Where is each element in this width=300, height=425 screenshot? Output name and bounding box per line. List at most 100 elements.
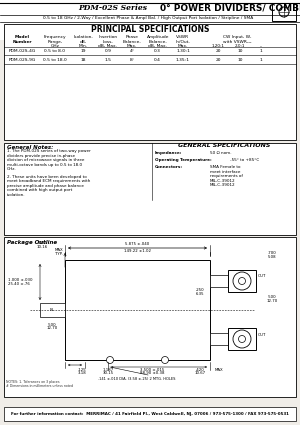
Text: PDM-02S-9G: PDM-02S-9G [8, 57, 36, 62]
Text: OUT: OUT [258, 274, 266, 278]
Text: .500: .500 [268, 295, 276, 299]
Text: 20: 20 [215, 49, 221, 53]
Text: 0.5 to 18.0: 0.5 to 18.0 [43, 57, 67, 62]
Text: 1: 1 [260, 57, 262, 62]
Text: MAX: MAX [215, 368, 224, 372]
Text: 8°: 8° [130, 57, 134, 62]
Circle shape [161, 357, 169, 363]
Bar [228, 328, 256, 350]
Text: 0.3: 0.3 [154, 49, 160, 53]
Text: PDM-02S Series: PDM-02S Series [78, 4, 147, 12]
Text: 12.70: 12.70 [266, 299, 278, 303]
Text: Insertion
Loss,
dB, Max.: Insertion Loss, dB, Max. [98, 35, 118, 48]
Circle shape [238, 335, 245, 343]
Text: Isolation,
dB,
Min.: Isolation, dB, Min. [73, 35, 93, 48]
Text: # Dimensions in millimeters unless noted: # Dimensions in millimeters unless noted [6, 384, 73, 388]
Text: -55° to +85°C: -55° to +85°C [230, 158, 259, 162]
Text: 0.5 to 8.0: 0.5 to 8.0 [44, 49, 65, 53]
Text: 10: 10 [237, 57, 243, 62]
Text: 149.22 ±1.02: 149.22 ±1.02 [124, 249, 151, 253]
Text: Package Outline: Package Outline [7, 240, 57, 245]
Text: 1. The PDM-02S series of two-way power: 1. The PDM-02S series of two-way power [7, 149, 91, 153]
Text: OUT: OUT [258, 333, 266, 337]
Text: 1.35:1: 1.35:1 [176, 57, 190, 62]
Text: Phase
Balance,
Max.: Phase Balance, Max. [123, 35, 141, 48]
Text: .250: .250 [196, 288, 204, 292]
Text: CW Input, W,
with VSWRₒᵤₜ: CW Input, W, with VSWRₒᵤₜ [223, 35, 251, 44]
Text: .700: .700 [268, 251, 276, 255]
Text: 1.000 ±.030: 1.000 ±.030 [8, 278, 32, 282]
Text: General Notes:: General Notes: [7, 145, 53, 150]
Bar [272, 3, 296, 21]
Text: 88.90 ±0.38: 88.90 ±0.38 [140, 371, 164, 375]
Text: MIL-C-39012: MIL-C-39012 [210, 183, 236, 187]
Text: 19: 19 [80, 49, 86, 53]
Text: Connectors:: Connectors: [155, 165, 183, 169]
Bar [210, 275, 228, 287]
Text: VSWR
In/Out,
Max.: VSWR In/Out, Max. [176, 35, 190, 48]
Text: 0.4: 0.4 [154, 57, 160, 62]
Bar [4, 143, 296, 235]
Text: 1: 1 [260, 49, 262, 53]
Text: 10.16: 10.16 [36, 245, 48, 249]
Bar [40, 303, 65, 317]
Text: .500: .500 [48, 323, 56, 327]
Circle shape [238, 278, 245, 284]
Text: combined with high output port: combined with high output port [7, 188, 72, 192]
Text: 1.5: 1.5 [104, 57, 112, 62]
Text: PDM-02S-4G: PDM-02S-4G [8, 49, 36, 53]
Text: 18: 18 [80, 57, 86, 62]
Text: --: -- [260, 44, 262, 48]
Text: 5.08: 5.08 [268, 255, 276, 259]
Bar [65, 260, 210, 360]
Text: 6.35: 6.35 [196, 292, 204, 296]
Text: 20: 20 [215, 57, 221, 62]
Text: meet interface: meet interface [210, 170, 240, 173]
Circle shape [233, 272, 251, 290]
Text: IN: IN [50, 308, 54, 312]
Bar [4, 24, 296, 140]
Text: 1.187: 1.187 [102, 368, 114, 372]
Text: GHz.: GHz. [7, 167, 16, 171]
Text: 3.500 ±.015: 3.500 ±.015 [140, 368, 164, 372]
Text: For further information contact:  MERRIMAC / 41 Fairfield Pl., West Caldwell, NJ: For further information contact: MERRIMA… [11, 412, 289, 416]
Bar [4, 407, 296, 421]
Text: .400: .400 [38, 241, 46, 245]
Text: 25.40 ±.76: 25.40 ±.76 [8, 282, 30, 286]
Text: dividers provide precise in-phase: dividers provide precise in-phase [7, 153, 75, 158]
Text: 5.875 ±.040: 5.875 ±.040 [125, 242, 149, 246]
Text: Amplitude
Balance,
dB, Max.: Amplitude Balance, dB, Max. [147, 35, 169, 48]
Text: 4°: 4° [130, 49, 134, 53]
Bar [228, 270, 256, 292]
Text: 30.15: 30.15 [102, 371, 114, 375]
Text: 0.9: 0.9 [105, 49, 111, 53]
Text: TYP.: TYP. [55, 252, 63, 256]
Text: requirements of: requirements of [210, 174, 243, 178]
Text: SMA Female to: SMA Female to [210, 165, 241, 169]
Text: 10: 10 [237, 49, 243, 53]
Text: 1.20:1: 1.20:1 [212, 44, 224, 48]
Circle shape [233, 330, 251, 348]
Text: 0° POWER DIVIDERS/ COMBINERS: 0° POWER DIVIDERS/ COMBINERS [160, 3, 300, 12]
Text: MAX: MAX [55, 248, 64, 252]
Text: PRINCIPAL SPECIFICATIONS: PRINCIPAL SPECIFICATIONS [91, 25, 209, 34]
Bar [4, 237, 296, 397]
Text: .141 ±.010 DIA. (3.58 ±.25) 2 MTG. HOLES: .141 ±.010 DIA. (3.58 ±.25) 2 MTG. HOLES [98, 377, 176, 381]
Bar [0, 0, 300, 40]
Text: 2.0:1: 2.0:1 [235, 44, 245, 48]
Text: Frequency
Range,
GHz: Frequency Range, GHz [44, 35, 66, 48]
Text: 0.5 to 18 GHz / 2-Way / Excellent Phase & Ampl Bal. / High Output Port Isolation: 0.5 to 18 GHz / 2-Way / Excellent Phase … [43, 16, 253, 20]
Text: .420: .420 [196, 368, 204, 372]
Text: 3.18: 3.18 [78, 371, 86, 375]
Bar [210, 333, 228, 345]
Text: 2. These units have been developed to: 2. These units have been developed to [7, 175, 87, 178]
Text: multi-octave bands up to 0.5 to 18.0: multi-octave bands up to 0.5 to 18.0 [7, 162, 82, 167]
Circle shape [106, 357, 113, 363]
Text: 10.67: 10.67 [194, 371, 206, 375]
Text: .125: .125 [78, 368, 86, 372]
Text: GENERAL SPECIFICATIONS: GENERAL SPECIFICATIONS [178, 143, 270, 148]
Text: division of microwave signals in three: division of microwave signals in three [7, 158, 84, 162]
Text: NOTES: 1. Tolerances on 3 places: NOTES: 1. Tolerances on 3 places [6, 380, 60, 384]
Text: 12.70: 12.70 [46, 326, 58, 330]
Circle shape [279, 7, 289, 17]
